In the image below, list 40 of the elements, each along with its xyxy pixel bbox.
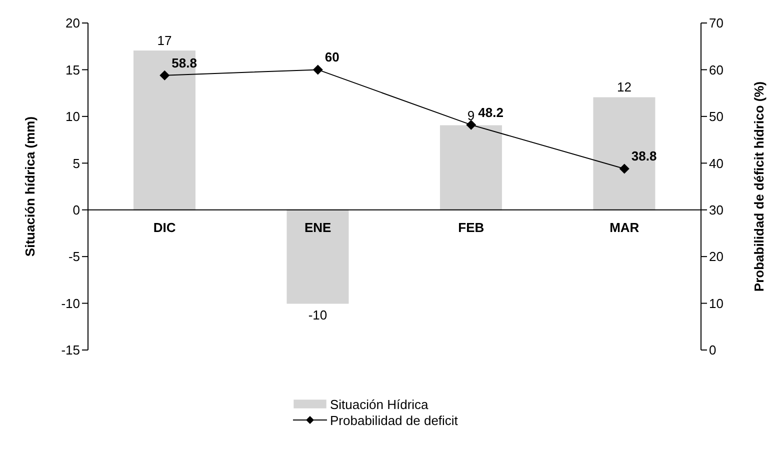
data-label: 12 — [616, 80, 632, 95]
y2-tick-label: 60 — [709, 62, 724, 78]
data-label: 9 — [467, 108, 475, 123]
data-label: 48.2 — [478, 104, 504, 120]
y2-tick-label: 20 — [709, 249, 724, 264]
data-label: 58.8 — [172, 55, 197, 70]
y-tick-label: 20 — [66, 16, 80, 31]
y-tick-label: -5 — [68, 249, 80, 264]
bar — [440, 125, 502, 210]
point — [312, 64, 323, 75]
legend-label: Situación Hídrica — [330, 396, 428, 412]
y2-tick-label: 50 — [709, 109, 724, 124]
y-tick-label: 15 — [66, 62, 80, 78]
x-tick-label: FEB — [458, 220, 484, 235]
point — [160, 70, 170, 80]
y-tick-label: 5 — [72, 156, 80, 171]
data-label: 17 — [157, 33, 172, 48]
y-tick-label: 10 — [66, 109, 80, 124]
legend-label: Probabilidad de deficit — [330, 412, 458, 428]
data-label: -10 — [308, 307, 328, 322]
x-tick-label: DIC — [153, 220, 176, 235]
y-axis-title: Situación hídrica (mm) — [22, 116, 38, 257]
data-label: 38.8 — [631, 148, 657, 164]
y2-tick-label: 70 — [709, 16, 724, 31]
bar — [593, 97, 656, 210]
y-tick-label: -10 — [61, 296, 80, 311]
y-tick-label: -15 — [61, 342, 80, 358]
y2-tick-label: 10 — [709, 296, 724, 311]
y2-tick-label: 30 — [709, 202, 724, 218]
x-tick-label: ENE — [304, 220, 332, 235]
y2-axis-title: Probabilidad de déficit hídrico (%) — [752, 81, 767, 292]
point — [466, 120, 476, 130]
bar — [286, 209, 349, 304]
y2-tick-label: 40 — [709, 156, 724, 171]
x-tick-label: MAR — [610, 220, 640, 235]
point — [619, 164, 630, 174]
data-label: 60 — [324, 50, 340, 65]
bar — [133, 50, 196, 210]
y2-tick-label: 0 — [709, 342, 716, 358]
y-tick-label: 0 — [72, 202, 80, 218]
